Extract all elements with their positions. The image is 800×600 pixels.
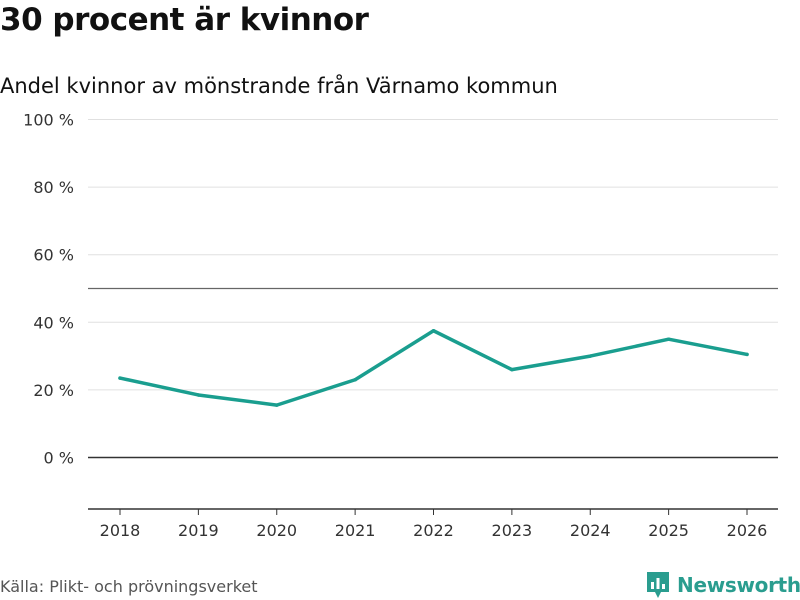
y-tick-label: 60 % [33, 246, 74, 265]
data-point [431, 329, 436, 333]
x-tick-label: 2020 [256, 521, 297, 540]
data-point [588, 354, 592, 358]
source-note: Källa: Plikt- och prövningsverket [0, 577, 258, 596]
x-tick-label: 2024 [570, 521, 611, 540]
grid-lines [88, 119, 778, 459]
chart-subtitle: Andel kvinnor av mönstrande från Värnamo… [0, 74, 558, 98]
data-point [666, 337, 671, 341]
x-tick-label: 2023 [492, 521, 533, 540]
y-tick-label: 100 % [23, 111, 74, 130]
newsworthy-logo: Newsworthy [645, 570, 800, 600]
data-point [275, 403, 279, 407]
data-point [745, 352, 749, 357]
chart-title: 30 procent är kvinnor [0, 2, 369, 38]
x-tick-label: 2026 [727, 521, 768, 540]
y-tick-label: 40 % [33, 313, 74, 332]
x-tick-label: 2022 [413, 521, 454, 540]
series-line [118, 329, 749, 407]
y-tick-label: 20 % [33, 381, 74, 400]
series-layer [118, 329, 749, 407]
y-axis-ticks: 0 % 20 % 40 % 60 % 80 % 100 % [23, 111, 74, 468]
x-tick-label: 2018 [100, 521, 141, 540]
data-point [118, 376, 122, 380]
brand-name: Newsworthy [677, 573, 800, 597]
x-tick-label: 2025 [648, 521, 689, 540]
x-axis: 2018 2019 2020 2021 2022 2023 2024 2025 2026 [88, 508, 778, 540]
newsworthy-icon [647, 572, 669, 598]
x-tick-label: 2019 [178, 521, 219, 540]
data-point [353, 378, 357, 382]
data-point [196, 393, 201, 397]
y-tick-label: 80 % [33, 178, 74, 197]
x-tick-label: 2021 [335, 521, 376, 540]
data-point [510, 367, 514, 372]
y-tick-label: 0 % [44, 449, 74, 468]
